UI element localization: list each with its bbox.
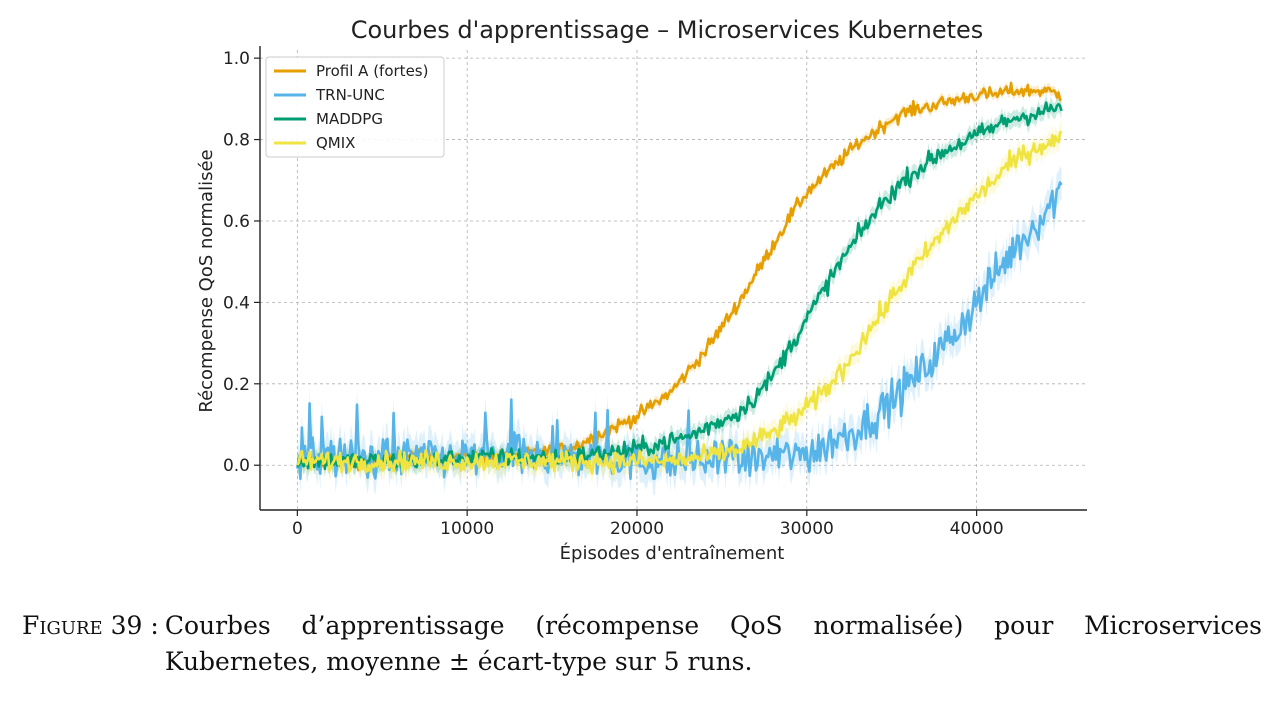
x-tick-label: 20000 — [610, 519, 664, 539]
series-line-3 — [296, 130, 1063, 476]
chart-title: Courbes d'apprentissage – Microservices … — [351, 16, 984, 44]
y-tick-label: 0.4 — [223, 293, 250, 313]
y-tick-label: 1.0 — [223, 49, 250, 69]
legend-label: QMIX — [316, 134, 355, 152]
x-tick-label: 30000 — [780, 519, 834, 539]
y-tick-label: 0.0 — [223, 456, 250, 476]
y-tick-label: 0.2 — [223, 375, 250, 395]
caption-text: Courbes d’apprentissage (récompense QoS … — [164, 611, 1262, 676]
legend-label: MADDPG — [316, 110, 383, 128]
learning-curves-chart: Courbes d'apprentissage – Microservices … — [196, 16, 1087, 564]
axes — [259, 46, 1087, 511]
tick-labels: 0 10000 20000 30000 40000 0.0 0.2 0.4 0.6 0.8 1.0 — [223, 49, 1004, 539]
x-axis-label: Épisodes d'entraînement — [560, 542, 785, 564]
legend-box — [265, 56, 445, 158]
y-axis-label: Récompense QoS normalisée — [196, 149, 217, 412]
x-tick-label: 10000 — [440, 519, 494, 539]
legend-label: Profil A (fortes) — [316, 62, 428, 80]
figure-caption: Figure 39 : Courbes d’apprentissage (réc… — [22, 608, 1262, 680]
y-tick-label: 0.6 — [223, 212, 250, 232]
x-tick-label: 40000 — [950, 519, 1004, 539]
caption-label: Figure 39 : — [22, 611, 159, 640]
grid-lines — [260, 50, 1087, 510]
legend: Profil A (fortes) TRN-UNC MADDPG QMIX — [265, 56, 445, 158]
series-lines — [296, 81, 1063, 481]
legend-label: TRN-UNC — [315, 86, 385, 104]
x-tick-label: 0 — [292, 519, 303, 539]
y-tick-label: 0.8 — [223, 131, 250, 151]
